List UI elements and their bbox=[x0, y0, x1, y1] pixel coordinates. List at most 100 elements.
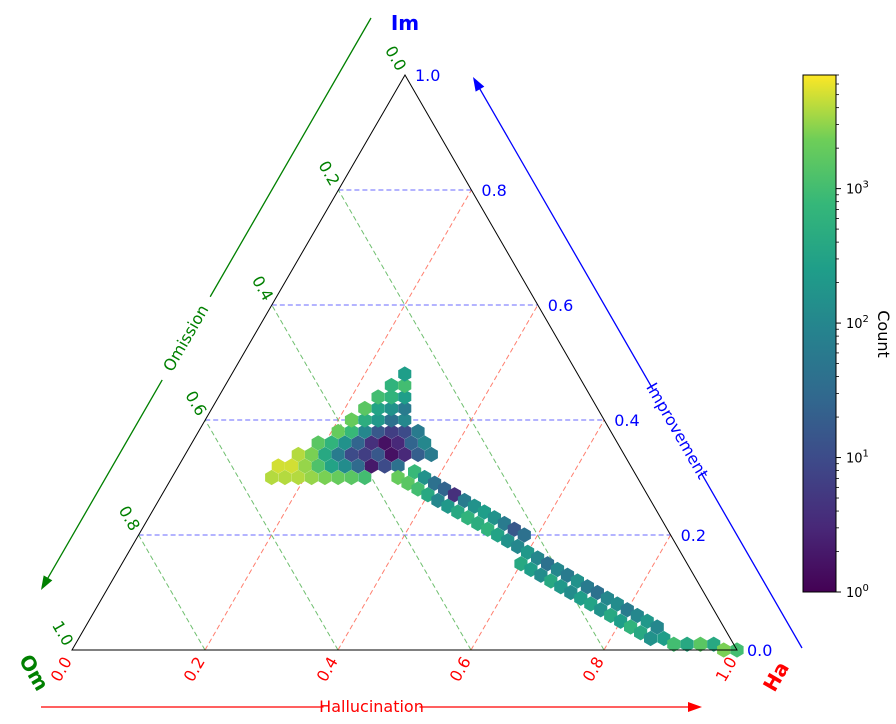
hexbin-cell bbox=[398, 389, 412, 405]
omission-axis-label: Omission bbox=[159, 301, 212, 374]
grid-line-hallucination bbox=[470, 419, 605, 651]
hexbin-cell bbox=[411, 481, 425, 497]
hexbin-layer bbox=[265, 366, 744, 658]
hexbin-cell bbox=[351, 458, 365, 474]
omission-tick-label: 1.0 bbox=[48, 617, 77, 649]
colorbar: 100 101 102 103 Count bbox=[802, 74, 893, 601]
hexbin-cell bbox=[517, 527, 531, 543]
hexbin-cell bbox=[398, 400, 412, 417]
corner-label-left: Om bbox=[14, 650, 54, 695]
hexbin-cell bbox=[265, 469, 279, 486]
hexbin-cell bbox=[584, 596, 598, 612]
hexbin-cell bbox=[497, 515, 511, 532]
hexbin-cell bbox=[614, 613, 628, 629]
hexbin-cell bbox=[457, 492, 472, 509]
hexbin-cell bbox=[331, 423, 345, 440]
hexbin-cell bbox=[594, 602, 608, 618]
hexbin-cell bbox=[351, 435, 365, 451]
hexbin-cell bbox=[524, 561, 538, 578]
hexbin-cell bbox=[291, 446, 305, 463]
hexbin-cell bbox=[378, 435, 392, 451]
hexbin-cell bbox=[344, 412, 359, 428]
triangle-frame bbox=[71, 74, 738, 651]
hallucination-tick-label: 1.0 bbox=[712, 653, 741, 685]
hexbin-cell bbox=[560, 567, 575, 583]
grid-line-omission bbox=[138, 534, 206, 651]
improvement-axis-line bbox=[700, 472, 803, 649]
improvement-axis-label: Improvement bbox=[642, 379, 712, 482]
hexbin-cell bbox=[514, 556, 528, 572]
hexbin-cell bbox=[331, 469, 345, 486]
hexbin-cell bbox=[667, 636, 681, 652]
hexbin-cell bbox=[544, 573, 558, 589]
hexbin-cell bbox=[318, 469, 332, 486]
hexbin-cell bbox=[291, 469, 305, 486]
hexbin-cell bbox=[358, 446, 372, 463]
colorbar-tick-label: 101 bbox=[846, 449, 869, 467]
hexbin-cell bbox=[624, 619, 638, 635]
hexbin-cell bbox=[574, 590, 588, 606]
improvement-tick-label: 0.8 bbox=[481, 181, 506, 200]
hexbin-cell bbox=[610, 596, 624, 612]
hallucination-tick-label: 0.4 bbox=[313, 653, 342, 685]
grid-line-omission bbox=[204, 419, 339, 651]
improvement-tick-label: 0.2 bbox=[681, 526, 706, 545]
hexbin-cell bbox=[634, 625, 648, 641]
hexbin-cell bbox=[600, 590, 614, 606]
hexbin-cell bbox=[384, 446, 398, 463]
improvement-tick-label: 0.6 bbox=[548, 296, 573, 315]
hallucination-axis-label: Hallucination bbox=[319, 697, 424, 716]
hallucination-tick-label: 0.6 bbox=[446, 653, 475, 685]
hexbin-cell bbox=[590, 584, 604, 601]
hexbin-cell bbox=[391, 458, 405, 474]
omission-axis-line bbox=[209, 17, 372, 298]
hexbin-cell bbox=[408, 464, 422, 480]
hexbin-cell bbox=[331, 446, 345, 463]
hexbin-cell bbox=[358, 423, 372, 440]
hexbin-cell bbox=[318, 446, 332, 463]
hexbin-cell bbox=[438, 481, 452, 497]
grid-line-hallucination bbox=[337, 304, 539, 651]
hexbin-cell bbox=[680, 636, 694, 652]
hexbin-cell bbox=[305, 446, 319, 463]
omission-tick-label: 0.0 bbox=[381, 42, 410, 74]
improvement-tick-label: 1.0 bbox=[415, 66, 440, 85]
hexbin-cell bbox=[371, 423, 385, 440]
hexbin-cell bbox=[371, 412, 385, 428]
hexbin-cell bbox=[305, 469, 319, 486]
hexbin-cell bbox=[487, 510, 501, 526]
hexbin-cell bbox=[398, 423, 412, 440]
hexbin-cell bbox=[411, 446, 425, 463]
hexbin-cell bbox=[564, 584, 578, 601]
hexbin-cell bbox=[650, 619, 664, 635]
colorbar-tick-label: 100 bbox=[846, 583, 869, 601]
tick-labels: 0.00.20.40.60.81.00.00.20.40.60.81.00.0 0… bbox=[47, 42, 773, 685]
hexbin-cell bbox=[391, 435, 405, 451]
hexbin-cell bbox=[428, 475, 442, 491]
hexbin-cell bbox=[358, 469, 372, 486]
hexbin-cell bbox=[531, 550, 545, 566]
hexbin-cell bbox=[285, 458, 299, 474]
hexbin-cell bbox=[371, 446, 385, 463]
colorbar-tick-label: 103 bbox=[846, 180, 869, 198]
colorbar-tick-label: 102 bbox=[846, 314, 869, 332]
hexbin-cell bbox=[418, 469, 432, 486]
hexbin-cell bbox=[391, 469, 405, 486]
improvement-axis-arrowhead bbox=[473, 77, 485, 92]
hexbin-cell bbox=[431, 492, 445, 509]
grid-line-hallucination bbox=[603, 534, 672, 651]
hexbin-cell bbox=[278, 469, 292, 486]
hexbin-cell bbox=[398, 412, 412, 428]
hexbin-cell bbox=[534, 567, 548, 583]
hexbin-cell bbox=[384, 389, 398, 405]
corner-label-right: Ha bbox=[758, 657, 794, 695]
hexbin-cell bbox=[344, 446, 359, 463]
improvement-tick-label: 0.0 bbox=[747, 641, 772, 660]
hexbin-cell bbox=[620, 602, 634, 618]
colorbar-label: Count bbox=[874, 310, 893, 358]
hexbin-cell bbox=[707, 636, 721, 652]
colorbar-gradient bbox=[802, 74, 837, 593]
hexbin-cell bbox=[447, 487, 462, 503]
hexbin-cell bbox=[580, 579, 594, 595]
